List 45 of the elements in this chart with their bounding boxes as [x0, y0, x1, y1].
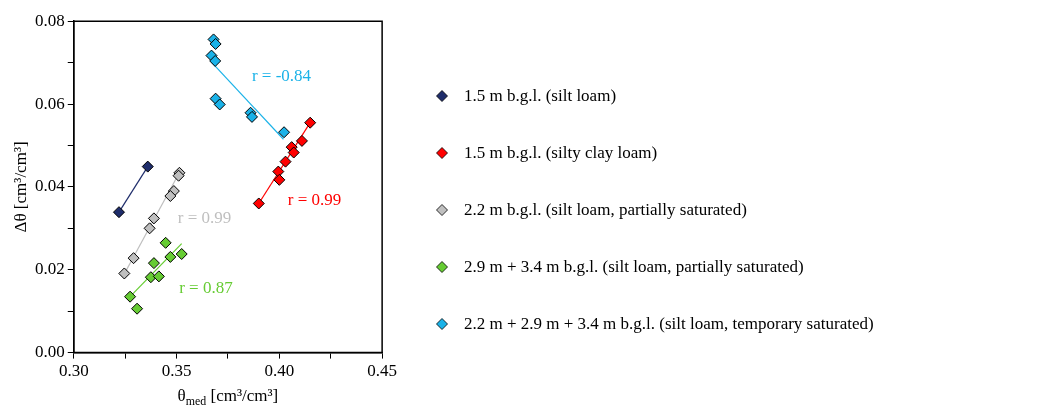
x-tick-label: 0.40 — [264, 361, 295, 381]
point — [143, 222, 156, 235]
point — [272, 165, 285, 178]
x-tick-label: 0.35 — [161, 361, 192, 381]
point — [252, 197, 265, 210]
point — [164, 250, 177, 263]
point — [287, 146, 300, 159]
x-tick-label: 0.45 — [367, 361, 397, 381]
annotation: r = 0.99 — [177, 207, 232, 227]
legend-label: 2.2 m + 2.9 m + 3.4 m b.g.l. (silt loam, temporary saturated) — [464, 313, 874, 334]
point — [278, 126, 291, 139]
annotation: r = 0.87 — [179, 277, 234, 297]
point — [213, 98, 226, 111]
point — [118, 267, 131, 280]
point — [159, 236, 172, 249]
y-axis-title: Δθ [cm³/cm³] — [11, 141, 31, 233]
legend-label: 1.5 m b.g.l. (silty clay loam) — [464, 142, 658, 163]
x-tick-label: 0.30 — [58, 361, 89, 381]
legend-label: 2.9 m + 3.4 m b.g.l. (silt loam, partially saturated) — [464, 256, 804, 277]
y-tick-label: 0.06 — [35, 93, 65, 113]
legend-label: 1.5 m b.g.l. (silt loam) — [464, 85, 617, 106]
point — [152, 270, 165, 283]
point — [131, 302, 144, 315]
point — [295, 134, 308, 147]
point — [273, 173, 286, 186]
point — [141, 160, 154, 173]
legend-label: 2.2 m b.g.l. (silt loam, partially saturated) — [464, 199, 747, 220]
point — [147, 257, 160, 270]
y-tick-label: 0.00 — [35, 342, 65, 362]
point — [124, 290, 137, 303]
point — [164, 190, 177, 203]
point — [127, 252, 140, 265]
y-tick-label: 0.04 — [35, 176, 66, 196]
point — [279, 155, 292, 168]
y-tick-label: 0.02 — [35, 259, 65, 279]
y-tick-label: 0.08 — [35, 10, 65, 30]
point — [209, 37, 222, 50]
annotation: r = -0.84 — [251, 66, 312, 86]
point — [209, 54, 222, 67]
point — [245, 110, 258, 123]
annotation: r = 0.99 — [287, 189, 342, 209]
point — [112, 206, 125, 219]
point — [175, 248, 188, 261]
point — [304, 116, 317, 129]
point — [147, 212, 160, 225]
